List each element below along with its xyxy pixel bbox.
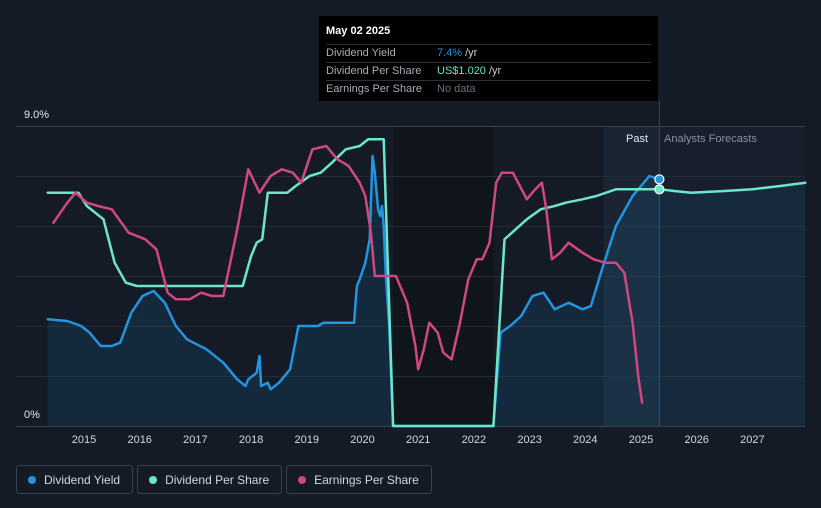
legend-dot-icon bbox=[298, 475, 307, 484]
chart-legend: Dividend Yield Dividend Per Share Earnin… bbox=[16, 465, 436, 494]
earnings-per-share-line bbox=[52, 144, 644, 404]
tooltip-date: May 02 2025 bbox=[326, 24, 651, 45]
legend-item-earnings-per-share[interactable]: Earnings Per Share bbox=[286, 465, 432, 494]
axis-labels: 9.0% 0% Past Analysts Forecasts 2015 2016… bbox=[24, 109, 765, 446]
hover-tooltip: May 02 2025 Dividend Yield 7.4% /yr Divi… bbox=[319, 16, 658, 101]
tooltip-row-dividend-yield: Dividend Yield 7.4% /yr bbox=[326, 45, 651, 63]
tooltip-unit: /yr bbox=[465, 47, 478, 59]
x-tick-label: 2016 bbox=[127, 434, 151, 446]
past-region-label: Past bbox=[626, 133, 648, 145]
tooltip-value: US$1.020 bbox=[437, 65, 486, 77]
dividend-yield-marker bbox=[654, 174, 665, 185]
y-axis-top-label: 9.0% bbox=[24, 109, 49, 121]
legend-label: Earnings Per Share bbox=[314, 472, 419, 487]
tooltip-value: No data bbox=[437, 83, 476, 95]
x-tick-label: 2022 bbox=[462, 434, 486, 446]
legend-dot-icon bbox=[28, 475, 36, 484]
x-tick-label: 2023 bbox=[517, 434, 541, 446]
dividend-yield-area bbox=[47, 156, 660, 426]
legend-item-dividend-per-share[interactable]: Dividend Per Share bbox=[137, 465, 283, 494]
y-axis-bottom-label: 0% bbox=[24, 409, 40, 421]
tooltip-label: Dividend Per Share bbox=[326, 65, 422, 77]
legend-item-dividend-yield[interactable]: Dividend Yield bbox=[16, 465, 134, 494]
tooltip-label: Dividend Yield bbox=[326, 47, 396, 59]
tooltip-unit: /yr bbox=[488, 65, 502, 77]
x-tick-label: 2018 bbox=[239, 434, 263, 446]
x-tick-label: 2020 bbox=[350, 434, 374, 446]
x-tick-label: 2026 bbox=[684, 434, 708, 446]
dividend-yield-line bbox=[46, 154, 661, 428]
tooltip-row-earnings-per-share: Earnings Per Share No data bbox=[326, 81, 651, 98]
dividend-per-share-line bbox=[46, 138, 807, 428]
tooltip-row-dividend-per-share: Dividend Per Share US$1.020 /yr bbox=[326, 63, 651, 81]
legend-label: Dividend Per Share bbox=[165, 472, 270, 487]
tooltip-label: Earnings Per Share bbox=[326, 83, 422, 95]
x-tick-label: 2027 bbox=[740, 434, 764, 446]
series-lines bbox=[46, 138, 807, 428]
x-tick-label: 2017 bbox=[183, 434, 207, 446]
dividend-per-share-marker bbox=[654, 184, 665, 195]
x-tick-label: 2024 bbox=[573, 434, 597, 446]
x-tick-label: 2021 bbox=[406, 434, 430, 446]
x-tick-label: 2019 bbox=[295, 434, 319, 446]
x-tick-label: 2015 bbox=[72, 434, 96, 446]
forecast-region-label: Analysts Forecasts bbox=[664, 133, 757, 145]
hover-markers bbox=[654, 174, 665, 195]
x-tick-label: 2025 bbox=[629, 434, 653, 446]
tooltip-value: 7.4% bbox=[437, 47, 463, 59]
forecast-area bbox=[659, 182, 806, 426]
legend-dot-icon bbox=[149, 475, 158, 484]
legend-label: Dividend Yield bbox=[44, 472, 121, 487]
